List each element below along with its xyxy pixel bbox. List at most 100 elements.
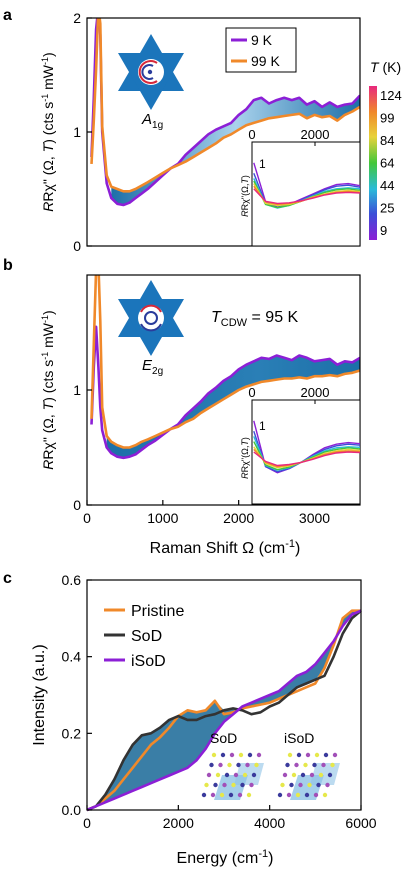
- panel-b-ticks: 0 1 0 1000 2000 3000: [73, 382, 330, 526]
- colorbar-label-64: 64: [380, 156, 394, 171]
- panel-a-legend: 9 K 99 K: [225, 27, 297, 73]
- panel-c-letter: c: [3, 570, 12, 587]
- sod-lattice-atom: [237, 792, 243, 798]
- panel-c-ticks: 0.0 0.2 0.4 0.6 0 2000 4000 6000: [62, 572, 377, 831]
- panel-a-inset-lines: [253, 162, 361, 209]
- panel-c-xtick-0: 0: [83, 815, 91, 831]
- isod-lattice-atom: [305, 752, 311, 758]
- panel-b-symmetry-label: E2g: [142, 357, 163, 377]
- panel-b-xtick-1000: 1000: [147, 510, 178, 526]
- panel-a-series-1: [90, 18, 360, 193]
- legend-label-99k: 99 K: [251, 53, 280, 69]
- panel-c-lines: [86, 609, 362, 812]
- colorbar-title: T (K): [370, 59, 401, 75]
- panel-c-series-1: [86, 609, 362, 812]
- isod-lattice-atom: [286, 792, 292, 798]
- panel-a-series-0: [90, 18, 360, 207]
- star-of-david-icon-a1g: [118, 34, 184, 110]
- panel-b-inset-ytick-1: 1: [259, 419, 266, 433]
- sod-lattice-atom: [249, 782, 254, 788]
- temperature-colorbar: T (K) 124 99 84 64 44 25 9: [369, 59, 402, 240]
- isod-lattice-atom: [304, 792, 310, 798]
- colorbar-label-124: 124: [380, 88, 402, 103]
- isod-lattice-highlight-2: [310, 763, 340, 785]
- sod-lattice-atom: [236, 762, 241, 768]
- panel-b-lines: [90, 275, 360, 460]
- isod-lattice-atom: [316, 782, 321, 788]
- panel-a-y-label: RRχ" (Ω, T) (cts s-1 mW-1): [40, 52, 56, 211]
- legend-label-sod: SoD: [131, 628, 162, 645]
- isod-lattice-atom: [294, 762, 299, 768]
- sod-lattice-atom: [242, 772, 248, 778]
- panel-a-symmetry-label: A1g: [141, 111, 163, 131]
- sod-lattice-atom: [246, 792, 252, 798]
- panel-b-inset: 0 2000 1 RRχ"(Ω,T): [240, 385, 361, 505]
- isod-lattice-atom: [285, 762, 290, 768]
- panel-b-xtick-2000: 2000: [223, 510, 254, 526]
- legend-label-9k: 9 K: [251, 32, 273, 48]
- colorbar-label-44: 44: [380, 178, 394, 193]
- inset-label-isod: iSoD: [284, 730, 314, 746]
- panel-c-xtick-4000: 4000: [254, 815, 285, 831]
- panel-c-xtick-2000: 2000: [163, 815, 194, 831]
- panel-c-ytick-0.4: 0.4: [62, 649, 82, 665]
- colorbar-label-25: 25: [380, 201, 394, 216]
- panel-c-legend: Pristine SoD iSoD: [104, 603, 184, 670]
- sod-lattice-atom: [222, 782, 227, 788]
- panel-b-tcdw-annotation: TCDW = 95 K: [211, 309, 299, 329]
- panel-c-series-0: [86, 609, 361, 812]
- panel-b-y-label: RRχ" (Ω, T) (cts s-1 mW-1): [40, 310, 56, 469]
- sod-lattice-atom: [224, 772, 230, 778]
- sod-lattice-atom: [220, 752, 226, 758]
- sod-lattice-illustration: [201, 752, 264, 800]
- isod-lattice-atom: [277, 792, 283, 798]
- panel-a-ytick-2: 2: [73, 10, 81, 26]
- sod-lattice-atom: [211, 752, 217, 758]
- panel-a-ytick-1: 1: [73, 124, 81, 140]
- panel-b-series-1: [90, 275, 360, 449]
- sod-lattice-atom: [256, 752, 262, 758]
- isod-lattice-atom: [327, 772, 333, 778]
- panel-a-inset-series-6: [253, 188, 361, 205]
- panel-b-letter: b: [3, 257, 13, 274]
- panel-a-inset-xtick-2000: 2000: [301, 127, 330, 142]
- panel-b: b 0 1 0 1000 2000 3000 RRχ" (Ω, T) (cts s-1 m…: [3, 257, 361, 557]
- isod-lattice-atom: [287, 752, 293, 758]
- panel-a: a 0 1 2 RRχ" (Ω, T) (cts s-1 mW-1) A1g 9 K…: [3, 7, 402, 254]
- panel-b-x-label: Raman Shift Ω (cm-1): [150, 538, 301, 557]
- sod-lattice-atom: [201, 792, 207, 798]
- sod-lattice-atom: [219, 792, 225, 798]
- panel-b-xtick-3000: 3000: [299, 510, 330, 526]
- isod-lattice-atom: [303, 762, 308, 768]
- panel-b-inset-series-6: [253, 451, 361, 467]
- panel-a-letter: a: [3, 7, 12, 24]
- sod-lattice-atom: [209, 762, 214, 768]
- sod-lattice-atom: [240, 782, 245, 788]
- sod-lattice-atom: [228, 792, 234, 798]
- sod-lattice-atom: [238, 752, 244, 758]
- panel-a-inset: 0 2000 1 RRχ"(Ω,T): [240, 127, 361, 247]
- panel-c-y-label: Intensity (a.u.): [31, 644, 48, 745]
- panel-b-inset-y-label: RRχ"(Ω,T): [240, 437, 250, 479]
- legend-label-pristine: Pristine: [131, 603, 184, 620]
- sod-lattice-atom: [231, 782, 236, 788]
- inset-label-sod: SoD: [210, 730, 237, 746]
- panel-b-ytick-1: 1: [73, 382, 81, 398]
- isod-lattice-atom: [296, 752, 302, 758]
- colorbar-labels: 124 99 84 64 44 25 9: [380, 88, 402, 238]
- panel-a-lines: [90, 18, 360, 207]
- isod-lattice-atom: [314, 752, 320, 758]
- sod-lattice-atom: [227, 762, 232, 768]
- colorbar-label-84: 84: [380, 133, 394, 148]
- sod-lattice-atom: [204, 782, 209, 788]
- panel-a-y-ticks: 0 1 2: [73, 10, 92, 254]
- isod-lattice-atom: [332, 752, 338, 758]
- panel-c-xtick-6000: 6000: [345, 815, 376, 831]
- isod-lattice-atom: [309, 772, 315, 778]
- isod-lattice-atom: [280, 782, 285, 788]
- panel-a-inset-y-label: RRχ"(Ω,T): [240, 175, 250, 217]
- panel-b-ytick-0: 0: [73, 497, 81, 513]
- isod-lattice-atom: [312, 762, 317, 768]
- isod-lattice-atom: [313, 792, 319, 798]
